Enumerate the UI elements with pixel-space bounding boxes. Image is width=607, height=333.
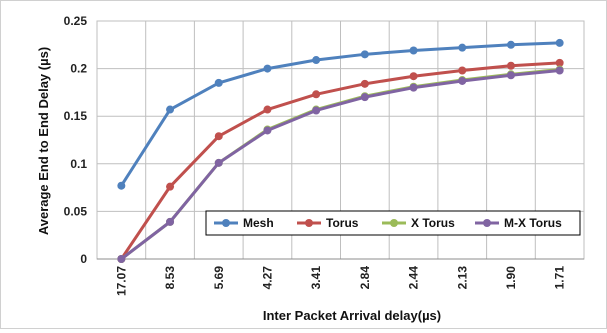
x-tick-label: 8.53 <box>163 266 177 290</box>
legend-label: Mesh <box>243 216 274 230</box>
data-point <box>263 64 272 73</box>
data-point <box>360 50 369 59</box>
data-point <box>458 76 467 85</box>
data-point <box>458 43 467 52</box>
y-tick-labels: 0 0.05 0.1 0.15 0.2 0.25 <box>64 14 88 266</box>
data-point <box>409 72 418 81</box>
x-tick-label: 2.13 <box>455 266 469 290</box>
data-point <box>555 66 564 75</box>
data-point <box>506 71 515 80</box>
data-point <box>214 132 223 141</box>
series-mesh <box>117 38 564 190</box>
data-point <box>166 105 175 114</box>
data-point <box>214 158 223 167</box>
legend-swatch-marker <box>305 219 313 227</box>
y-tick-label: 0.15 <box>64 109 88 123</box>
x-tick-label: 17.07 <box>114 266 128 296</box>
series-group <box>117 38 564 263</box>
legend-swatch-marker <box>390 219 398 227</box>
data-point <box>312 56 321 65</box>
y-tick-label: 0.1 <box>70 157 87 171</box>
data-point <box>312 90 321 99</box>
data-point <box>117 255 126 263</box>
legend: Mesh Torus X Torus M-X Torus <box>205 210 581 236</box>
series-m-x-torus <box>117 66 564 263</box>
x-tick-label: 2.44 <box>407 266 421 290</box>
data-point <box>555 38 564 47</box>
data-point <box>506 40 515 49</box>
data-point <box>360 79 369 88</box>
data-point <box>214 78 223 87</box>
data-point <box>263 105 272 114</box>
x-tick-label: 1.71 <box>553 266 567 290</box>
y-tick-label: 0.05 <box>64 204 88 218</box>
y-tick-label: 0 <box>80 252 87 266</box>
legend-swatch-marker <box>483 219 491 227</box>
data-point <box>117 181 126 190</box>
x-tick-label: 3.41 <box>309 266 323 290</box>
y-tick-label: 0.25 <box>64 14 88 28</box>
legend-item: Torus <box>297 216 359 230</box>
legend-item: Mesh <box>214 216 274 230</box>
x-tick-label: 5.69 <box>212 266 226 290</box>
data-point <box>263 126 272 135</box>
x-tick-labels: 17.07 8.53 5.69 4.27 3.41 2.84 2.44 2.13 1.90 1.7… <box>114 266 566 296</box>
legend-label: X Torus <box>411 216 455 230</box>
x-tick-label: 4.27 <box>260 266 274 290</box>
data-point <box>360 93 369 102</box>
legend-item: M-X Torus <box>475 216 562 230</box>
line-chart: 0 0.05 0.1 0.15 0.2 0.25 17.07 8.53 5.69 4.27 3.4… <box>36 14 585 323</box>
series-line <box>120 69 560 261</box>
data-point <box>312 106 321 115</box>
series-line <box>120 41 560 187</box>
y-axis-title: Average End to End Delay (µs) <box>36 47 51 235</box>
x-tick-label: 1.90 <box>504 266 518 290</box>
legend-item: X Torus <box>382 216 455 230</box>
data-point <box>506 61 515 70</box>
data-point <box>409 83 418 92</box>
x-tick-label: 2.84 <box>358 266 372 290</box>
legend-label: Torus <box>326 216 359 230</box>
data-point <box>458 66 467 75</box>
y-tick-label: 0.2 <box>70 62 87 76</box>
data-point <box>409 46 418 55</box>
data-point <box>166 217 175 226</box>
data-point <box>555 58 564 67</box>
data-point <box>166 182 175 191</box>
legend-label: M-X Torus <box>504 216 562 230</box>
series-line <box>120 61 560 260</box>
x-axis-title: Inter Packet Arrival delay(µs) <box>263 308 441 323</box>
legend-swatch-marker <box>222 219 230 227</box>
